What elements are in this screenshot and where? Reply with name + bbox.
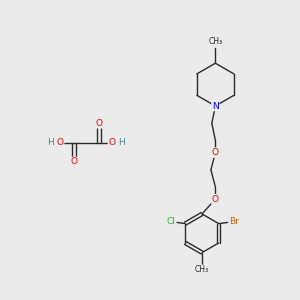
Text: Br: Br [229,217,239,226]
Text: O: O [57,138,64,147]
Text: O: O [212,148,219,157]
Text: N: N [212,101,219,110]
Text: O: O [109,138,116,147]
Text: O: O [70,158,77,166]
Text: CH₃: CH₃ [208,37,223,46]
Text: O: O [212,195,219,204]
Text: CH₃: CH₃ [195,265,209,274]
Text: H: H [47,138,54,147]
Text: Cl: Cl [167,217,176,226]
Text: H: H [118,138,125,147]
Text: O: O [95,119,102,128]
